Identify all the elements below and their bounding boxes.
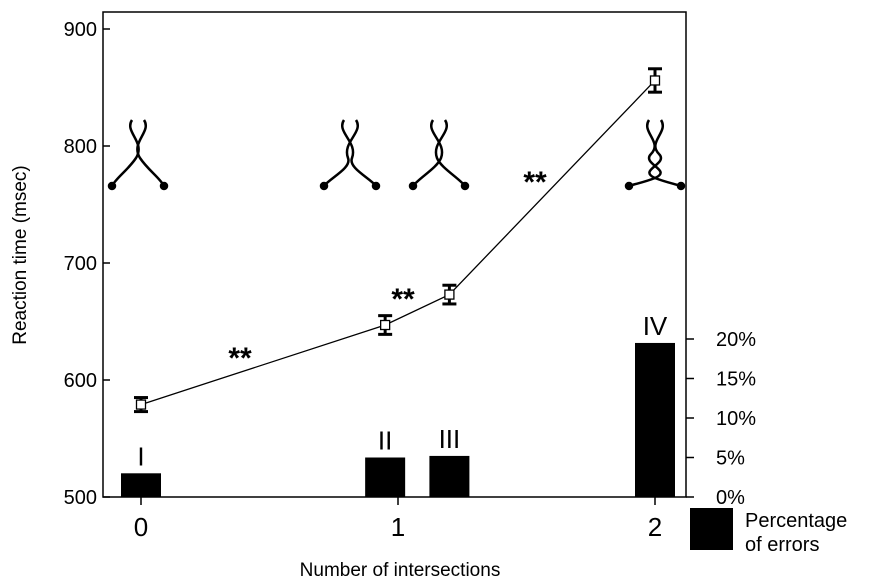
reaction-time-line bbox=[140, 80, 656, 406]
error-bars-series bbox=[121, 342, 675, 497]
knot-icon-one-b bbox=[408, 119, 470, 191]
y-tick-label: 900 bbox=[64, 19, 97, 41]
significance-stars-1: ** bbox=[228, 342, 252, 375]
knot-icon-zero bbox=[107, 119, 169, 191]
y-tick-label: 800 bbox=[64, 136, 97, 158]
error-bar bbox=[635, 342, 675, 497]
reaction-time-series bbox=[134, 67, 662, 414]
reaction-time-point bbox=[134, 396, 148, 414]
left-y-axis: 500 600 700 800 900 bbox=[64, 19, 110, 509]
knot-icon-one-a bbox=[319, 119, 381, 191]
knot-icon-two bbox=[624, 119, 686, 191]
x-axis-title: Number of intersections bbox=[300, 560, 501, 580]
x-axis: 0 1 2 bbox=[134, 497, 662, 542]
legend-swatch bbox=[690, 508, 733, 550]
condition-label: II bbox=[378, 426, 392, 456]
y2-tick-label: 10% bbox=[716, 408, 756, 430]
error-bar bbox=[365, 457, 406, 497]
x-tick-label: 0 bbox=[134, 512, 148, 542]
reaction-time-point bbox=[648, 67, 662, 94]
y-axis-title: Reaction time (msec) bbox=[10, 165, 31, 345]
condition-label: III bbox=[439, 424, 461, 454]
y2-tick-label: 15% bbox=[716, 369, 756, 391]
significance-stars-2: ** bbox=[391, 283, 415, 316]
legend-label: Percentage of errors bbox=[745, 510, 847, 556]
error-bar bbox=[429, 455, 470, 497]
y-tick-label: 700 bbox=[64, 253, 97, 275]
condition-label: IV bbox=[643, 311, 668, 341]
right-y-axis: 0% 5% 10% 15% 20% bbox=[686, 329, 756, 509]
significance-stars-3: ** bbox=[523, 166, 547, 199]
y2-tick-label: 20% bbox=[716, 329, 756, 351]
x-tick-label: 2 bbox=[648, 512, 662, 542]
error-bar bbox=[121, 473, 161, 497]
plot-frame bbox=[102, 11, 687, 498]
y-tick-label: 600 bbox=[64, 370, 97, 392]
reaction-time-point bbox=[442, 283, 457, 306]
y2-tick-label: 0% bbox=[716, 487, 745, 509]
condition-label: I bbox=[137, 441, 144, 471]
reaction-time-point bbox=[378, 314, 393, 336]
y-tick-label: 500 bbox=[64, 487, 97, 509]
y2-tick-label: 5% bbox=[716, 448, 745, 470]
x-tick-label: 1 bbox=[391, 512, 405, 542]
